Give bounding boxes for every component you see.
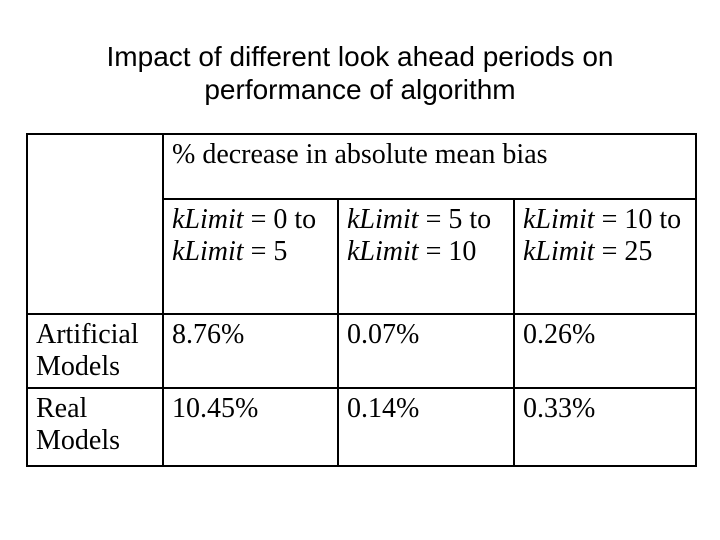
table-row-spanning-header: % decrease in absolute mean bias bbox=[26, 133, 697, 315]
column-header-line: kLimit = 5 to bbox=[347, 204, 505, 236]
klimit-var: kLimit bbox=[347, 236, 419, 267]
column-header-klimit-10-25: kLimit = 10 to kLimit = 25 bbox=[513, 198, 697, 315]
table-row-column-headers: kLimit = 0 to kLimit = 5 kLimit = 5 to k… bbox=[27, 198, 697, 315]
table-row-artificial-models: Artificial Models 8.76% 0.07% 0.26% bbox=[26, 313, 697, 389]
slide-title-line1: Impact of different look ahead periods o… bbox=[106, 41, 614, 72]
column-header-line: kLimit = 25 bbox=[523, 236, 687, 268]
klimit-range: = 25 bbox=[594, 236, 653, 267]
column-header-line: kLimit = 0 to bbox=[172, 204, 329, 236]
spanning-header-cell: % decrease in absolute mean bias bbox=[162, 133, 697, 200]
row-label-artificial-models: Artificial Models bbox=[26, 313, 164, 389]
klimit-var: kLimit bbox=[172, 236, 244, 267]
klimit-var: kLimit bbox=[523, 204, 595, 235]
table-row-real-models: Real Models 10.45% 0.14% 0.33% bbox=[26, 387, 697, 467]
klimit-var: kLimit bbox=[347, 204, 419, 235]
column-header-line: kLimit = 10 to bbox=[523, 204, 687, 236]
slide-title: Impact of different look ahead periods o… bbox=[0, 40, 720, 106]
corner-empty-cell bbox=[26, 133, 164, 315]
column-header-klimit-0-5: kLimit = 0 to kLimit = 5 bbox=[162, 198, 339, 315]
row-label-real-models: Real Models bbox=[26, 387, 164, 467]
klimit-range: = 10 to bbox=[594, 204, 682, 235]
column-header-line: kLimit = 5 bbox=[172, 236, 329, 268]
value-cell: 0.07% bbox=[337, 313, 515, 389]
value-cell: 0.33% bbox=[513, 387, 697, 467]
klimit-range: = 5 to bbox=[418, 204, 492, 235]
klimit-var: kLimit bbox=[523, 236, 595, 267]
value-cell: 8.76% bbox=[162, 313, 339, 389]
slide-title-line2: performance of algorithm bbox=[204, 74, 516, 105]
value-cell: 0.26% bbox=[513, 313, 697, 389]
column-header-klimit-5-10: kLimit = 5 to kLimit = 10 bbox=[337, 198, 515, 315]
results-table: % decrease in absolute mean bias kLimit … bbox=[26, 133, 697, 467]
value-cell: 10.45% bbox=[162, 387, 339, 467]
klimit-var: kLimit bbox=[172, 204, 244, 235]
klimit-range: = 10 bbox=[418, 236, 477, 267]
column-header-line: kLimit = 10 bbox=[347, 236, 505, 268]
klimit-range: = 5 bbox=[243, 236, 288, 267]
value-cell: 0.14% bbox=[337, 387, 515, 467]
klimit-range: = 0 to bbox=[243, 204, 317, 235]
